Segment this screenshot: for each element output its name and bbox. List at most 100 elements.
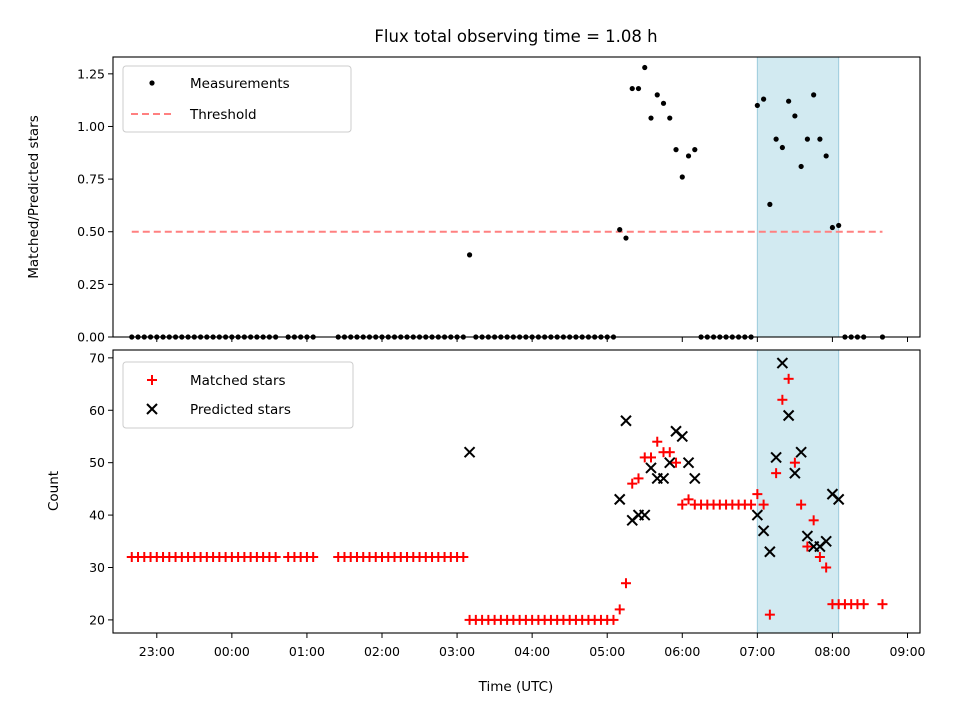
- measurement-point: [792, 113, 798, 119]
- measurement-point: [466, 252, 473, 258]
- predicted-star-point: [782, 409, 795, 422]
- predicted-star-point: [620, 415, 632, 427]
- measurement-point: [667, 115, 673, 121]
- measurement-point: [692, 147, 698, 153]
- bottom-ytick-label: 20: [89, 612, 105, 627]
- measurement-point: [673, 147, 679, 153]
- matched-star-point: [270, 552, 281, 563]
- bottom-ytick-label: 70: [89, 350, 105, 365]
- predicted-star-point: [820, 535, 832, 547]
- bottom-xtick-label: 01:00: [289, 644, 325, 659]
- matched-star-point: [777, 394, 788, 405]
- measurement-point: [817, 136, 823, 142]
- matched-star-point: [802, 541, 813, 552]
- measurement-point: [629, 85, 635, 92]
- matched-star-point: [783, 373, 794, 384]
- measurement-point: [836, 222, 842, 229]
- bottom-xtick-label: 09:00: [889, 644, 925, 659]
- matched-star-point: [814, 552, 825, 563]
- legend-label-predicted: Predicted stars: [190, 402, 291, 418]
- bottom-xtick-label: 05:00: [589, 644, 625, 659]
- bottom-xtick-label: 23:00: [139, 644, 175, 659]
- bottom-ytick-label: 30: [89, 560, 105, 575]
- matched-star-point: [808, 515, 819, 526]
- legend-marker-predicted: [146, 403, 158, 415]
- top-panel: 0.00 0.25 0.50 0.75 1.00 1.25 Matched/Predict…: [26, 56, 921, 345]
- matched-star-point: [752, 489, 763, 500]
- predicted-star-point: [689, 472, 701, 485]
- bottom-legend: Matched stars Predicted stars: [122, 361, 354, 429]
- top-y-axis-label: Matched/Predicted stars: [26, 115, 42, 278]
- bottom-xtick-label: 00:00: [214, 644, 250, 659]
- measurement-point: [773, 136, 779, 142]
- measurement-point: [754, 102, 760, 109]
- matched-star-point: [746, 499, 757, 510]
- bottom-axes-frame: [112, 349, 921, 634]
- legend-label-measurements: Measurements: [190, 76, 290, 92]
- chart-title: Flux total observing time = 1.08 h: [374, 27, 657, 46]
- matched-star-point: [758, 499, 769, 510]
- matched-star-point: [614, 604, 625, 615]
- bottom-ytick-label: 50: [89, 455, 105, 470]
- predicted-star-point: [764, 546, 776, 558]
- top-ytick-label: 0.00: [77, 330, 105, 345]
- measurement-point: [811, 92, 817, 98]
- bottom-panel: 20 30 40 50 60 70 23:00 00:00 01:00 02:00 03:00 04…: [46, 349, 926, 695]
- top-ytick-label: 1.00: [77, 119, 105, 134]
- matched-star-point: [764, 609, 775, 620]
- predicted-star-point: [789, 467, 801, 479]
- bottom-ytick-label: 40: [89, 508, 105, 523]
- measurement-point: [823, 153, 829, 159]
- predicted-star-point: [639, 509, 651, 521]
- top-ytick-label: 0.50: [77, 224, 105, 239]
- bottom-xtick-label: 04:00: [514, 644, 550, 659]
- predicted-star-point: [682, 456, 695, 469]
- matched-star-point: [664, 447, 675, 458]
- predicted-star-point: [463, 446, 476, 458]
- predicted-star-points: [463, 357, 845, 558]
- matched-star-point: [877, 599, 888, 610]
- measurement-point: [761, 96, 767, 102]
- bottom-legend-box: [122, 361, 354, 429]
- bottom-xtick-label: 03:00: [439, 644, 475, 659]
- measurement-point: [660, 100, 667, 106]
- measurement-point: [617, 227, 623, 233]
- top-legend-box: [122, 65, 352, 133]
- measurement-point: [679, 174, 685, 180]
- bottom-y-axis-label: Count: [46, 471, 62, 511]
- top-y-axis: 0.00 0.25 0.50 0.75 1.00 1.25: [77, 66, 113, 345]
- measurement-point: [648, 115, 654, 121]
- measurement-point: [779, 144, 785, 151]
- predicted-star-point: [770, 451, 782, 464]
- predicted-star-point: [614, 493, 626, 506]
- x-axis-label: Time (UTC): [478, 679, 554, 695]
- predicted-star-point: [832, 493, 845, 506]
- measurement-point: [786, 98, 792, 104]
- matched-star-point: [821, 562, 832, 573]
- predicted-star-point: [795, 446, 807, 458]
- matched-star-point: [771, 468, 782, 479]
- predicted-star-point: [657, 472, 670, 485]
- predicted-star-point: [801, 530, 814, 542]
- bottom-xtick-label: 08:00: [814, 644, 850, 659]
- matched-star-point: [858, 599, 869, 610]
- top-ytick-label: 0.25: [77, 277, 105, 292]
- measurement-point: [642, 64, 648, 71]
- bottom-xtick-label: 02:00: [364, 644, 400, 659]
- predicted-star-point: [757, 525, 770, 537]
- legend-marker-measurements: [149, 80, 155, 86]
- matched-star-point: [789, 457, 800, 468]
- legend-marker-matched: [147, 375, 157, 385]
- top-legend: Measurements Threshold: [122, 65, 352, 133]
- bottom-xtick-label: 06:00: [664, 644, 700, 659]
- matched-star-point: [796, 499, 807, 510]
- legend-label-matched: Matched stars: [190, 373, 286, 389]
- measurement-point: [804, 136, 810, 142]
- measurement-point: [685, 153, 692, 159]
- predicted-star-point: [776, 357, 789, 369]
- matched-star-points: [126, 373, 888, 625]
- bottom-x-axis: 23:00 00:00 01:00 02:00 03:00 04:00 05:00 06:00…: [139, 633, 926, 659]
- matched-star-point: [620, 578, 631, 589]
- matched-star-point: [671, 457, 682, 468]
- predicted-star-point: [645, 462, 657, 474]
